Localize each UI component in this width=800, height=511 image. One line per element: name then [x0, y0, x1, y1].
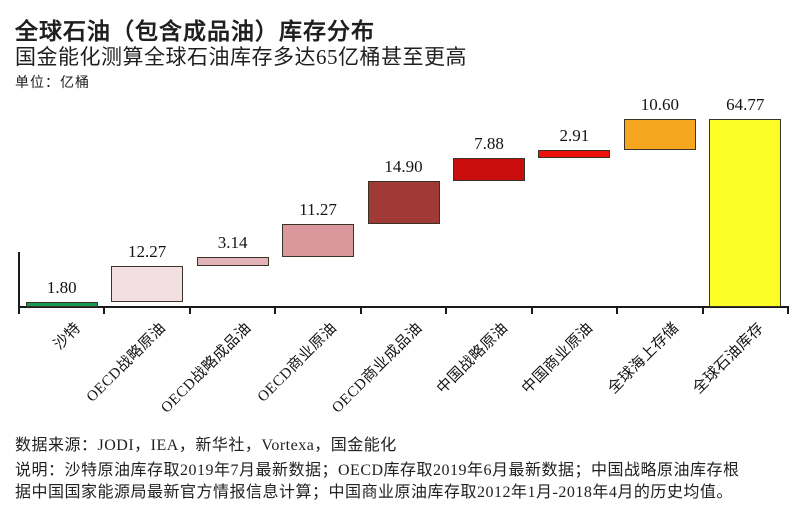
bar-value-label: 3.14	[217, 233, 248, 253]
waterfall-bar-8	[623, 119, 696, 150]
category-label: 全球海上存储	[605, 320, 683, 398]
category-label: OECD商业成品油	[329, 320, 426, 417]
x-axis-tick	[701, 308, 704, 314]
bar-value-label: 10.60	[640, 95, 679, 115]
category-label: OECD战略成品油	[158, 320, 255, 417]
note-line: 说明：沙特原油库存取2019年7月最新数据；OECD库存取2019年6月最新数据…	[15, 462, 740, 479]
bar-value-label: 12.27	[128, 242, 167, 262]
waterfall-bar-4	[282, 224, 355, 258]
waterfall-bar-3	[196, 257, 269, 267]
waterfall-bar-2	[111, 266, 184, 302]
category-label: OECD战略原油	[84, 320, 170, 406]
category-label: 沙特	[50, 320, 85, 354]
bar-value-label: 11.27	[299, 200, 337, 220]
data-source-line: 数据来源：JODI，IEA，新华社，Vortexa，国金能化	[15, 437, 397, 454]
x-axis-tick	[359, 308, 362, 314]
page-subtitle: 国金能化测算全球石油库存多达65亿桶甚至更高	[15, 45, 467, 69]
x-axis-tick	[103, 308, 106, 314]
y-axis-spine	[18, 252, 20, 307]
bar-value-label: 1.80	[46, 277, 77, 297]
x-axis-tick	[18, 308, 20, 314]
x-axis-tick	[445, 308, 448, 314]
category-label: 中国商业原油	[519, 320, 597, 398]
bar-value-label: 14.90	[384, 157, 423, 177]
category-label: 全球石油库存	[690, 320, 768, 398]
category-label: 中国战略原油	[434, 320, 512, 398]
x-axis-tick	[616, 308, 619, 314]
note-line: 据中国国家能源局最新官方情报信息计算；中国商业原油库存取2012年1月-2018…	[15, 484, 733, 501]
x-axis-line	[18, 306, 789, 308]
waterfall-bar-9	[709, 119, 782, 307]
x-axis-tick	[787, 308, 789, 314]
page-title: 全球石油（包含成品油）库存分布	[15, 19, 375, 44]
waterfall-bar-6	[452, 158, 525, 182]
waterfall-bar-7	[538, 149, 611, 159]
x-axis-tick	[530, 308, 533, 314]
category-label: OECD商业原油	[254, 320, 341, 406]
x-axis-tick	[274, 308, 277, 314]
bar-value-label: 2.91	[559, 125, 590, 145]
waterfall-bar-1	[25, 301, 98, 307]
bar-value-label: 7.88	[474, 134, 504, 154]
waterfall-bar-5	[367, 181, 440, 225]
unit-label: 单位：亿桶	[15, 76, 90, 91]
bar-value-label: 64.77	[726, 95, 765, 115]
x-axis-tick	[188, 308, 191, 314]
